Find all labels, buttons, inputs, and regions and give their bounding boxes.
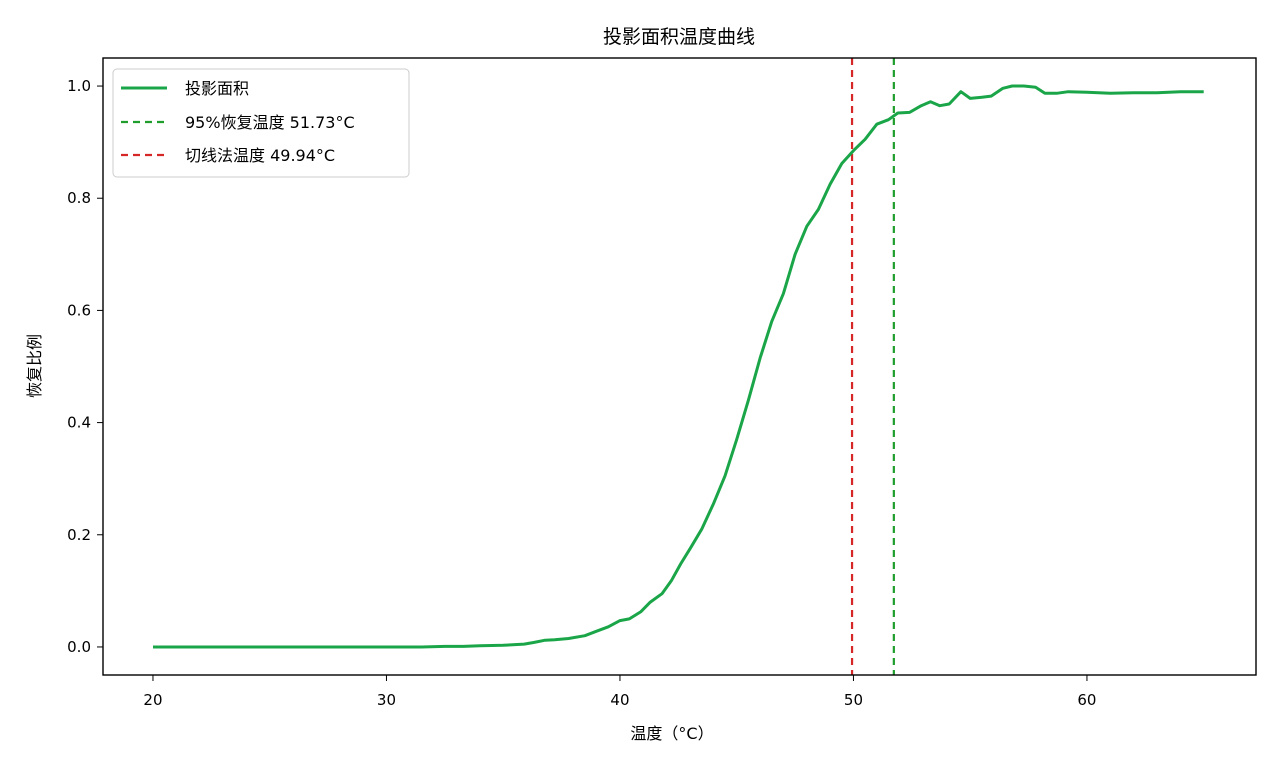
y-axis-ticks: 0.0 0.2 0.4 0.6 0.8 1.0 bbox=[67, 77, 103, 656]
y-axis-label: 恢复比例 bbox=[25, 334, 44, 398]
legend-item-95-recovery: 95%恢复温度 51.73°C bbox=[185, 113, 355, 132]
x-tick-label: 60 bbox=[1077, 691, 1096, 709]
y-tick-label: 1.0 bbox=[67, 77, 91, 95]
x-axis-ticks: 20 30 40 50 60 bbox=[143, 675, 1096, 709]
y-tick-label: 0.2 bbox=[67, 526, 91, 544]
projected-area-curve bbox=[153, 84, 1204, 649]
reference-lines bbox=[850, 58, 895, 675]
y-tick-label: 0.8 bbox=[67, 189, 91, 207]
plot-frame bbox=[102, 57, 1257, 676]
legend: 投影面积 95%恢复温度 51.73°C 切线法温度 49.94°C bbox=[112, 68, 410, 178]
legend-item-area: 投影面积 bbox=[185, 79, 249, 98]
legend-box bbox=[112, 68, 410, 178]
y-tick-label: 0.6 bbox=[67, 301, 91, 319]
x-tick-label: 20 bbox=[143, 691, 162, 709]
legend-item-tangent: 切线法温度 49.94°C bbox=[185, 146, 335, 165]
x-tick-label: 30 bbox=[377, 691, 396, 709]
y-tick-label: 0.4 bbox=[67, 414, 91, 432]
x-tick-label: 50 bbox=[844, 691, 863, 709]
chart-title: 投影面积温度曲线 bbox=[603, 26, 755, 48]
x-tick-label: 40 bbox=[610, 691, 629, 709]
plot-area bbox=[102, 57, 1257, 676]
x-axis-label: 温度（°C） bbox=[630, 724, 713, 743]
y-tick-label: 0.0 bbox=[67, 638, 91, 656]
